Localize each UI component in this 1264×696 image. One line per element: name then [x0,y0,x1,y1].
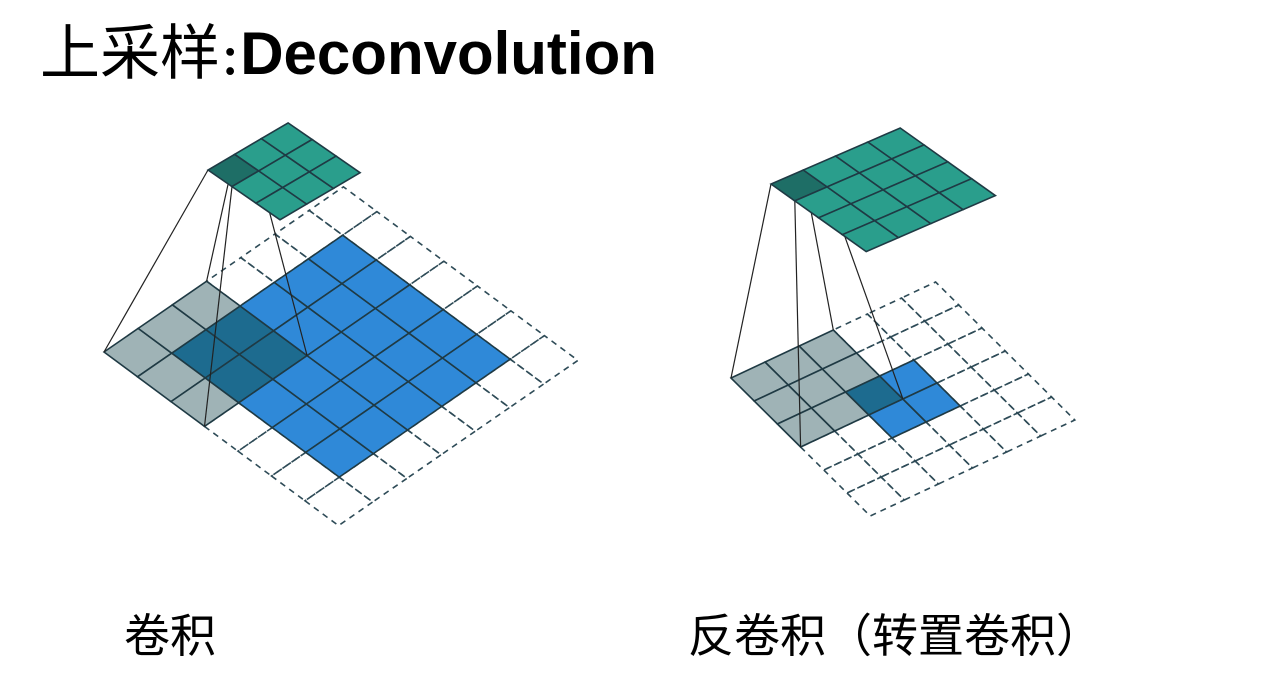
convolution-figure [102,121,580,527]
kernel-cell [169,377,241,428]
padding-cell [508,334,580,385]
padding-cell [969,350,1030,391]
padding-cell [337,452,409,503]
title-main: Deconvolution [240,20,657,87]
padding-cell [946,327,1007,368]
output-cell [937,177,998,211]
padding-cell [923,304,984,345]
projection-line [730,183,772,379]
title-prefix: 上采样: [40,19,241,89]
padding-cell [273,209,345,260]
caption-convolution: 卷积 [124,609,216,663]
input-cell [901,382,962,423]
padding-cell [866,297,927,338]
padding-cell [958,389,1019,430]
padding-cell [406,405,477,456]
padding-cell [992,373,1053,414]
output-cell [307,155,362,190]
padding-cell [913,444,974,485]
padding-cell [303,476,375,527]
projection-line [103,169,209,353]
padding-cell [1016,396,1077,437]
slide-title: 上采样:Deconvolution [40,14,657,94]
padding-cell [372,429,443,480]
padding-cell [822,453,883,494]
input-cell [441,333,512,384]
padding-cell [236,426,308,477]
padding-cell [889,320,950,361]
padding-cell [845,476,906,517]
padding-cell [900,281,961,322]
padding-cell [307,185,379,237]
caption-transposed-convolution: 反卷积（转置卷积） [688,609,1102,663]
padding-cell [270,451,341,502]
padding-cell [879,460,940,501]
padding-cell [856,437,917,478]
padding-cell [440,381,511,433]
transposed-convolution-figure [729,127,1077,517]
projection-line [203,186,233,427]
padding-cell [474,358,546,409]
kernel-cell [171,280,242,331]
padding-cell [203,401,274,453]
padding-cell [239,233,310,284]
padding-cell [982,412,1043,453]
padding-cell [947,428,1008,469]
projection-line [794,200,802,448]
